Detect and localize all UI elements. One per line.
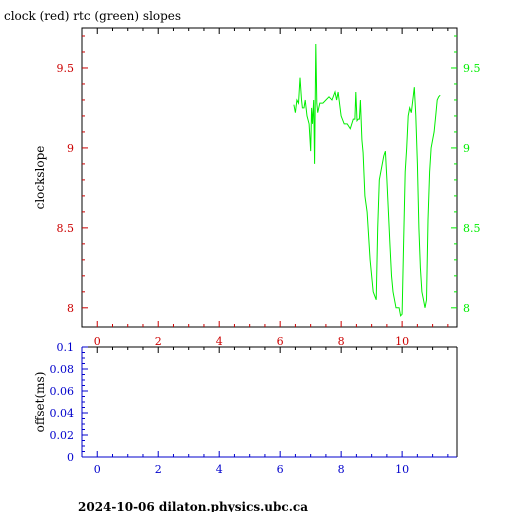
slope-panel: 0 2 4 6 8 10 8 8.5 9 9.5 8 8.5 9 9.5 clockslope (33, 27, 481, 348)
chart-title: clock (red) rtc (green) slopes (4, 9, 181, 23)
offset-y-tick-label: 0 (67, 451, 74, 464)
offset-x-tick-label: 6 (277, 463, 284, 476)
slope-x-tick-label: 2 (155, 335, 162, 348)
slope-y-tick-label-right: 9 (463, 142, 470, 155)
slope-x-tick-label: 6 (277, 335, 284, 348)
slope-y-tick-label-right: 9.5 (463, 62, 481, 75)
offset-x-tick-label: 2 (155, 463, 162, 476)
offset-x-tick-label: 8 (338, 463, 345, 476)
slope-y-tick-label-left: 8.5 (57, 222, 75, 235)
offset-x-tick-label: 10 (395, 463, 409, 476)
offset-x-tick-label: 0 (94, 463, 101, 476)
slope-y-tick-label-left: 9 (67, 142, 74, 155)
slope-y-axis-label: clockslope (33, 146, 47, 210)
slope-x-tick-label: 4 (216, 335, 223, 348)
slope-x-tick-label: 8 (338, 335, 345, 348)
offset-y-axis-label: offset(ms) (33, 372, 47, 433)
offset-y-tick-label: 0.02 (50, 429, 75, 442)
offset-panel: 0 2 4 6 8 10 0 0.02 0.04 0.06 0.08 0.1 offset(ms) (33, 341, 458, 476)
offset-x-tick-label: 4 (216, 463, 223, 476)
slope-x-tick-label: 0 (94, 335, 101, 348)
offset-y-tick-label: 0.1 (57, 341, 75, 354)
slope-y-tick-label-left: 9.5 (57, 62, 75, 75)
offset-y-tick-label: 0.06 (50, 385, 75, 398)
footer-caption: 2024-10-06 dilaton.physics.ubc.ca (78, 500, 308, 512)
slope-y-tick-label-right: 8 (463, 302, 470, 315)
slope-plot-frame (81, 27, 458, 328)
series-line-rtc (293, 43, 441, 317)
slope-y-tick-label-right: 8.5 (463, 222, 481, 235)
slope-x-tick-label: 10 (395, 335, 409, 348)
offset-y-tick-label: 0.04 (50, 407, 75, 420)
slope-y-tick-label-left: 8 (67, 302, 74, 315)
offset-y-tick-label: 0.08 (50, 363, 75, 376)
